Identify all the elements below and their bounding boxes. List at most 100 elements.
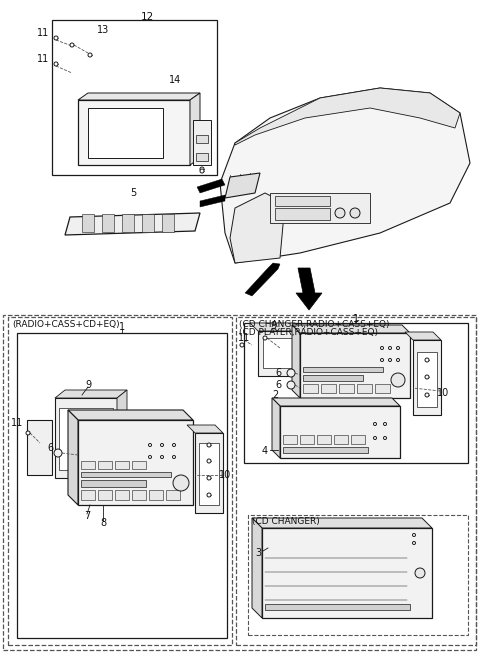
Text: 8: 8 xyxy=(100,518,106,528)
Circle shape xyxy=(148,456,152,458)
Text: 1: 1 xyxy=(353,314,359,324)
Polygon shape xyxy=(303,323,311,376)
Text: (CD PLAYER,RADIO+CASS+EQ): (CD PLAYER,RADIO+CASS+EQ) xyxy=(239,328,378,337)
Circle shape xyxy=(415,568,425,578)
Bar xyxy=(283,435,297,444)
Bar xyxy=(236,317,476,645)
Polygon shape xyxy=(292,325,300,398)
Text: 12: 12 xyxy=(140,12,154,22)
Text: 13: 13 xyxy=(97,25,109,35)
Circle shape xyxy=(287,369,295,377)
Polygon shape xyxy=(55,390,127,398)
Polygon shape xyxy=(272,398,400,406)
Polygon shape xyxy=(252,518,432,528)
Circle shape xyxy=(160,443,164,447)
Bar xyxy=(81,461,95,469)
Polygon shape xyxy=(200,195,225,207)
Circle shape xyxy=(425,358,429,362)
Bar xyxy=(88,108,163,158)
Bar xyxy=(321,384,336,393)
Bar xyxy=(196,153,208,161)
Bar xyxy=(115,490,129,500)
Text: 1: 1 xyxy=(119,322,125,332)
Polygon shape xyxy=(296,268,322,310)
Circle shape xyxy=(381,358,384,362)
Circle shape xyxy=(207,459,211,463)
Bar xyxy=(280,406,400,458)
Circle shape xyxy=(207,493,211,497)
Circle shape xyxy=(373,422,376,426)
Polygon shape xyxy=(250,323,303,331)
Bar xyxy=(55,398,117,478)
Text: (RADIO+CASS+CD+EQ): (RADIO+CASS+CD+EQ) xyxy=(12,320,120,329)
Text: 7: 7 xyxy=(84,511,90,521)
Circle shape xyxy=(160,456,164,458)
Text: 3: 3 xyxy=(255,548,261,558)
Bar xyxy=(283,447,368,453)
Circle shape xyxy=(384,422,386,426)
Text: 9: 9 xyxy=(85,380,91,390)
Bar xyxy=(132,490,146,500)
Polygon shape xyxy=(230,193,285,263)
Bar xyxy=(303,384,318,393)
Polygon shape xyxy=(68,410,193,420)
Bar xyxy=(195,433,223,513)
Bar xyxy=(417,352,437,407)
Text: 5: 5 xyxy=(130,188,136,198)
Bar xyxy=(81,472,171,477)
Bar xyxy=(270,193,370,223)
Circle shape xyxy=(240,343,244,347)
Text: 11: 11 xyxy=(37,54,49,64)
Bar xyxy=(27,420,52,475)
Polygon shape xyxy=(252,518,262,618)
Circle shape xyxy=(396,358,399,362)
Bar xyxy=(258,331,303,376)
Bar xyxy=(248,515,468,635)
Bar xyxy=(339,384,354,393)
Circle shape xyxy=(335,208,345,218)
Bar xyxy=(196,135,208,143)
Polygon shape xyxy=(190,93,200,165)
Bar xyxy=(17,333,227,638)
Polygon shape xyxy=(187,425,223,433)
Text: 14: 14 xyxy=(169,75,181,85)
Bar xyxy=(199,443,219,505)
Circle shape xyxy=(54,62,58,66)
Circle shape xyxy=(172,456,176,458)
Bar xyxy=(262,528,432,618)
Circle shape xyxy=(388,347,392,349)
Polygon shape xyxy=(245,263,280,296)
Bar xyxy=(115,461,129,469)
Circle shape xyxy=(381,347,384,349)
Circle shape xyxy=(373,436,376,439)
Polygon shape xyxy=(220,88,470,263)
Bar xyxy=(81,490,95,500)
Bar xyxy=(300,435,314,444)
Polygon shape xyxy=(65,213,200,235)
Bar xyxy=(98,461,112,469)
Polygon shape xyxy=(102,214,114,232)
Polygon shape xyxy=(225,173,260,198)
Bar xyxy=(303,375,363,381)
Bar xyxy=(263,338,298,368)
Text: 6: 6 xyxy=(276,380,282,390)
Circle shape xyxy=(396,347,399,349)
Polygon shape xyxy=(122,214,134,232)
Circle shape xyxy=(26,431,30,435)
Bar xyxy=(275,196,330,206)
Bar xyxy=(98,490,112,500)
Circle shape xyxy=(148,443,152,447)
Polygon shape xyxy=(78,93,200,100)
Circle shape xyxy=(207,443,211,447)
Circle shape xyxy=(425,393,429,397)
Bar xyxy=(334,435,348,444)
Bar xyxy=(52,20,217,175)
Circle shape xyxy=(200,167,204,171)
Text: 11: 11 xyxy=(11,418,23,428)
Circle shape xyxy=(388,358,392,362)
Circle shape xyxy=(70,43,74,47)
Polygon shape xyxy=(197,179,225,193)
Bar xyxy=(413,340,441,415)
Circle shape xyxy=(391,373,405,387)
Bar xyxy=(300,333,410,398)
